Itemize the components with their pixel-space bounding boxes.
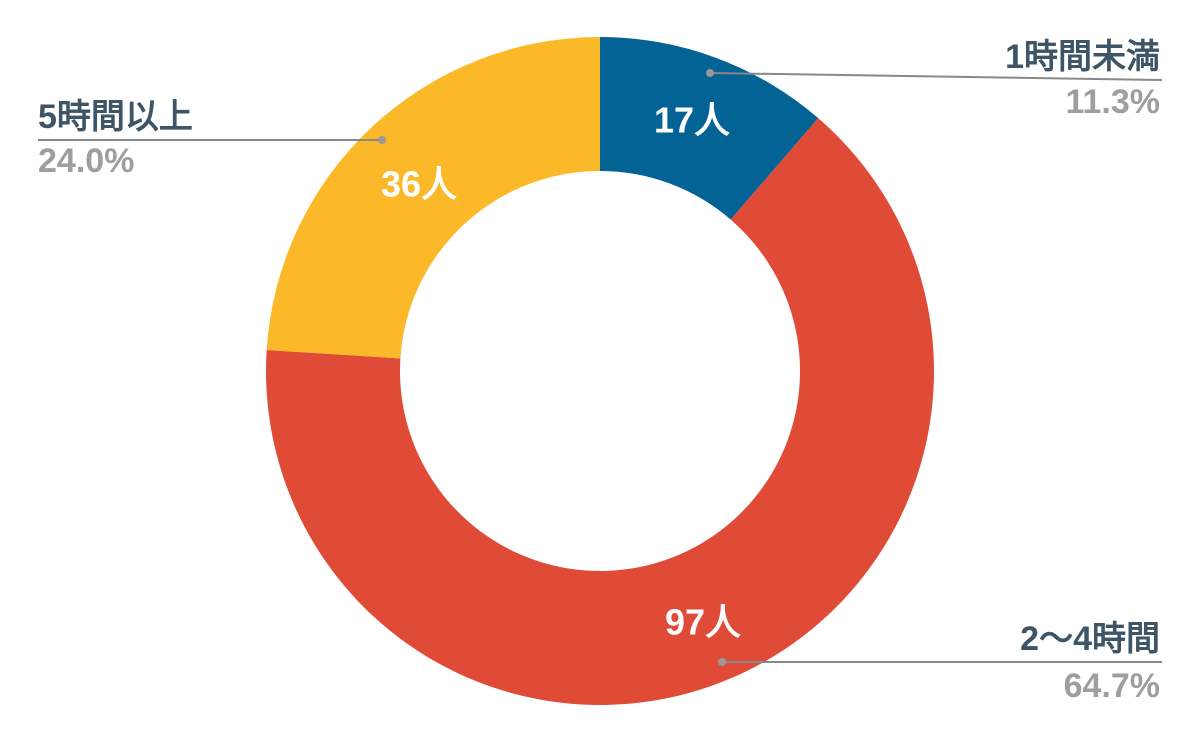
donut-labels: 17人 1時間未満 11.3% 97人 2〜4時間 64.7% 36人 5時間以上 24.0% (38, 38, 1163, 705)
leader-dot (706, 69, 714, 77)
category-label: 5時間以上 (38, 98, 193, 136)
leader-line (709, 72, 1163, 81)
donut-slice (265, 118, 934, 705)
leader-dot (718, 658, 726, 666)
percent-label: 11.3% (1065, 83, 1160, 121)
percent-label: 24.0% (38, 142, 134, 180)
slice-value-label: 17人 (654, 100, 730, 141)
slice-value-label: 97人 (665, 602, 741, 643)
donut-slices (265, 37, 934, 705)
category-label: 2〜4時間 (1020, 620, 1160, 658)
category-label: 1時間未満 (1005, 38, 1160, 76)
slice-value-label: 36人 (381, 164, 457, 205)
leader-dot (378, 136, 386, 144)
percent-label: 64.7% (1064, 667, 1160, 705)
donut-slice (600, 37, 819, 220)
donut-slice (266, 37, 600, 359)
